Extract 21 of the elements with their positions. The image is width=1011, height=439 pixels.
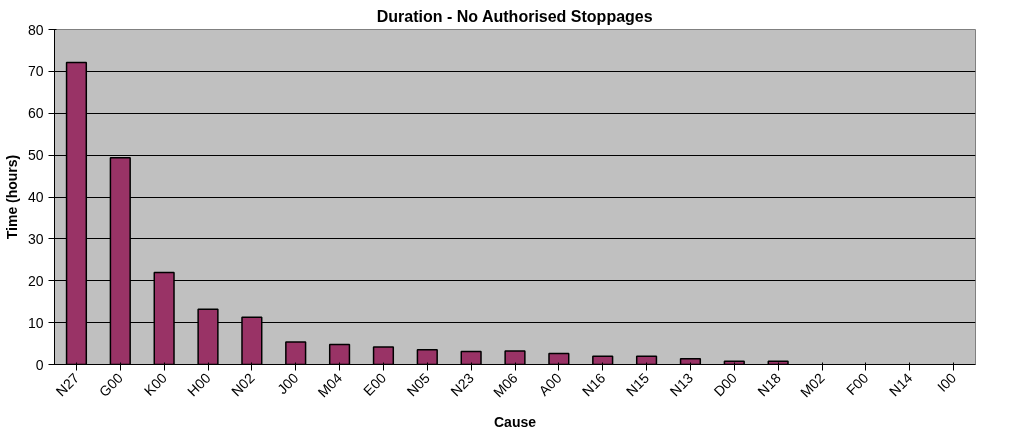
y-tick-label: 20: [27, 272, 44, 289]
x-tick-label: I00: [934, 369, 960, 395]
x-axis-title: Cause: [493, 414, 537, 431]
x-tick-label: F00: [843, 369, 872, 399]
y-tick-label: 80: [27, 21, 44, 38]
x-tick-label: E00: [360, 369, 390, 399]
y-tick-label: 50: [27, 147, 44, 164]
y-tick-label: 0: [35, 356, 44, 373]
y-tick-label: 40: [27, 189, 44, 205]
x-tick-label: N02: [228, 369, 258, 400]
x-tick-label: K00: [140, 369, 170, 399]
x-tick-label: G00: [95, 369, 127, 400]
y-axis-title: Time (hours): [3, 154, 20, 240]
x-tick-label: H00: [184, 369, 214, 400]
chart-title: Duration - No Authorised Stoppages: [376, 7, 653, 25]
y-tick-label: 60: [27, 105, 44, 122]
y-tick-label: 30: [27, 230, 44, 247]
y-tick-label: 70: [27, 63, 44, 80]
x-tick-label: J00: [274, 369, 302, 398]
y-tick-label: 10: [27, 314, 44, 331]
x-tick-label: D00: [710, 369, 741, 400]
